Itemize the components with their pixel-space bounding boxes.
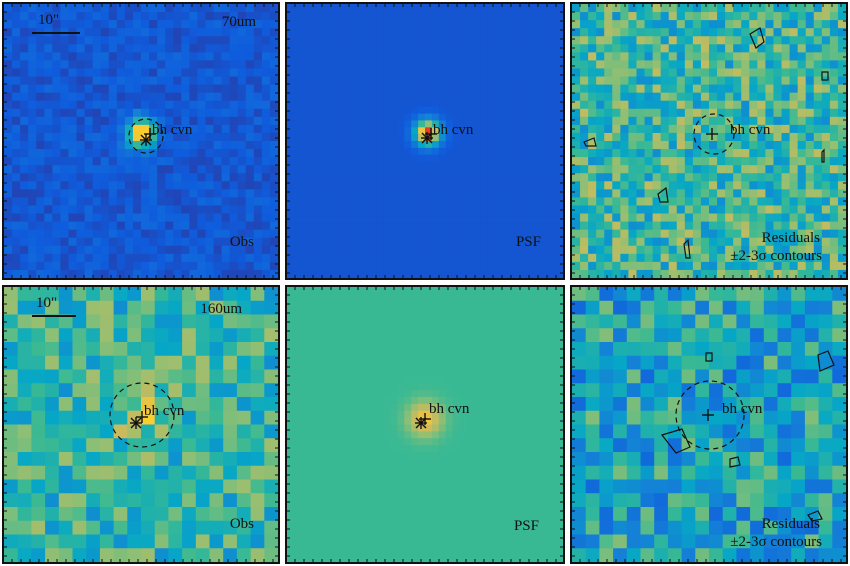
axis-ticks bbox=[4, 287, 278, 562]
scalebar-label: 10" bbox=[36, 295, 58, 311]
panel-160um-residuals: bh cvn Residuals ±2-3σ contours bbox=[570, 285, 848, 564]
map-70um-obs bbox=[4, 4, 278, 278]
panel-70um-obs: 10" 70um bh cvn Obs bbox=[2, 2, 280, 280]
pixel-grid bbox=[4, 4, 278, 278]
panel-160um-obs: 10" 160um bh cvn Obs bbox=[2, 285, 280, 564]
source-label: bh cvn bbox=[730, 122, 771, 138]
residual-contour bbox=[705, 352, 713, 362]
axis-ticks bbox=[287, 287, 563, 562]
residual-contour bbox=[729, 456, 741, 468]
source-label: bh cvn bbox=[429, 401, 470, 417]
panel-70um-residuals: bh cvn Residuals ±2-3σ contours bbox=[570, 2, 848, 280]
pixel-grid bbox=[572, 4, 846, 278]
source-label: bh cvn bbox=[144, 403, 185, 419]
panel-160um-psf: bh cvn PSF bbox=[285, 285, 565, 564]
residual-contour bbox=[583, 137, 597, 147]
panel-label-residuals: Residuals bbox=[761, 516, 820, 532]
source-marker bbox=[130, 417, 142, 429]
axis-ticks bbox=[287, 4, 563, 278]
source-marker bbox=[136, 411, 148, 423]
pixel-grid bbox=[287, 4, 563, 278]
residual-contour bbox=[657, 186, 669, 203]
panel-label-psf: PSF bbox=[515, 234, 541, 250]
axis-ticks bbox=[4, 4, 278, 278]
scalebar-label: 10" bbox=[38, 12, 60, 28]
source-marker bbox=[419, 413, 431, 425]
source-marker bbox=[425, 128, 437, 140]
map-70um-psf bbox=[287, 4, 563, 278]
residual-contour bbox=[821, 148, 825, 163]
panel-label-residuals: Residuals bbox=[761, 230, 820, 246]
panel-70um-psf: bh cvn PSF bbox=[285, 2, 565, 280]
source-label: bh cvn bbox=[722, 401, 763, 417]
scalebar-line bbox=[32, 315, 76, 317]
map-70um-residuals bbox=[572, 4, 846, 278]
residual-contour bbox=[807, 510, 823, 522]
panel-label-obs: Obs bbox=[229, 234, 254, 250]
aperture-circle bbox=[128, 118, 164, 154]
residual-contour bbox=[660, 428, 691, 454]
aperture-circle bbox=[675, 380, 745, 450]
panel-label-contours: ±2-3σ contours bbox=[730, 248, 822, 264]
source-marker bbox=[144, 128, 156, 140]
map-160um-obs bbox=[4, 287, 278, 562]
source-marker bbox=[706, 128, 718, 140]
map-160um-residuals bbox=[572, 287, 846, 562]
source-label: bh cvn bbox=[152, 122, 193, 138]
aperture-circle bbox=[109, 382, 175, 448]
band-label: 160um bbox=[200, 301, 242, 317]
pixel-grid bbox=[287, 287, 563, 562]
panel-label-contours: ±2-3σ contours bbox=[730, 534, 822, 550]
residual-contour bbox=[817, 350, 835, 372]
axis-ticks bbox=[572, 287, 846, 562]
scalebar-line bbox=[32, 32, 80, 34]
panel-label-psf: PSF bbox=[513, 518, 539, 534]
map-160um-psf bbox=[287, 287, 563, 562]
axis-ticks bbox=[572, 4, 846, 278]
pixel-grid bbox=[4, 287, 278, 562]
residual-contour bbox=[821, 71, 829, 81]
residual-contour bbox=[683, 238, 691, 259]
aperture-circle bbox=[693, 113, 735, 155]
source-marker bbox=[702, 409, 714, 421]
residual-contour bbox=[749, 27, 765, 49]
source-label: bh cvn bbox=[433, 122, 474, 138]
panel-label-obs: Obs bbox=[229, 516, 254, 532]
band-label: 70um bbox=[221, 14, 256, 30]
